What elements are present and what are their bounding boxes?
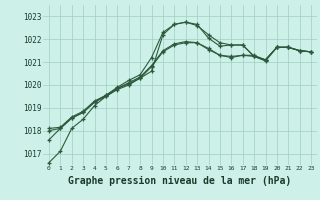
X-axis label: Graphe pression niveau de la mer (hPa): Graphe pression niveau de la mer (hPa): [68, 176, 292, 186]
